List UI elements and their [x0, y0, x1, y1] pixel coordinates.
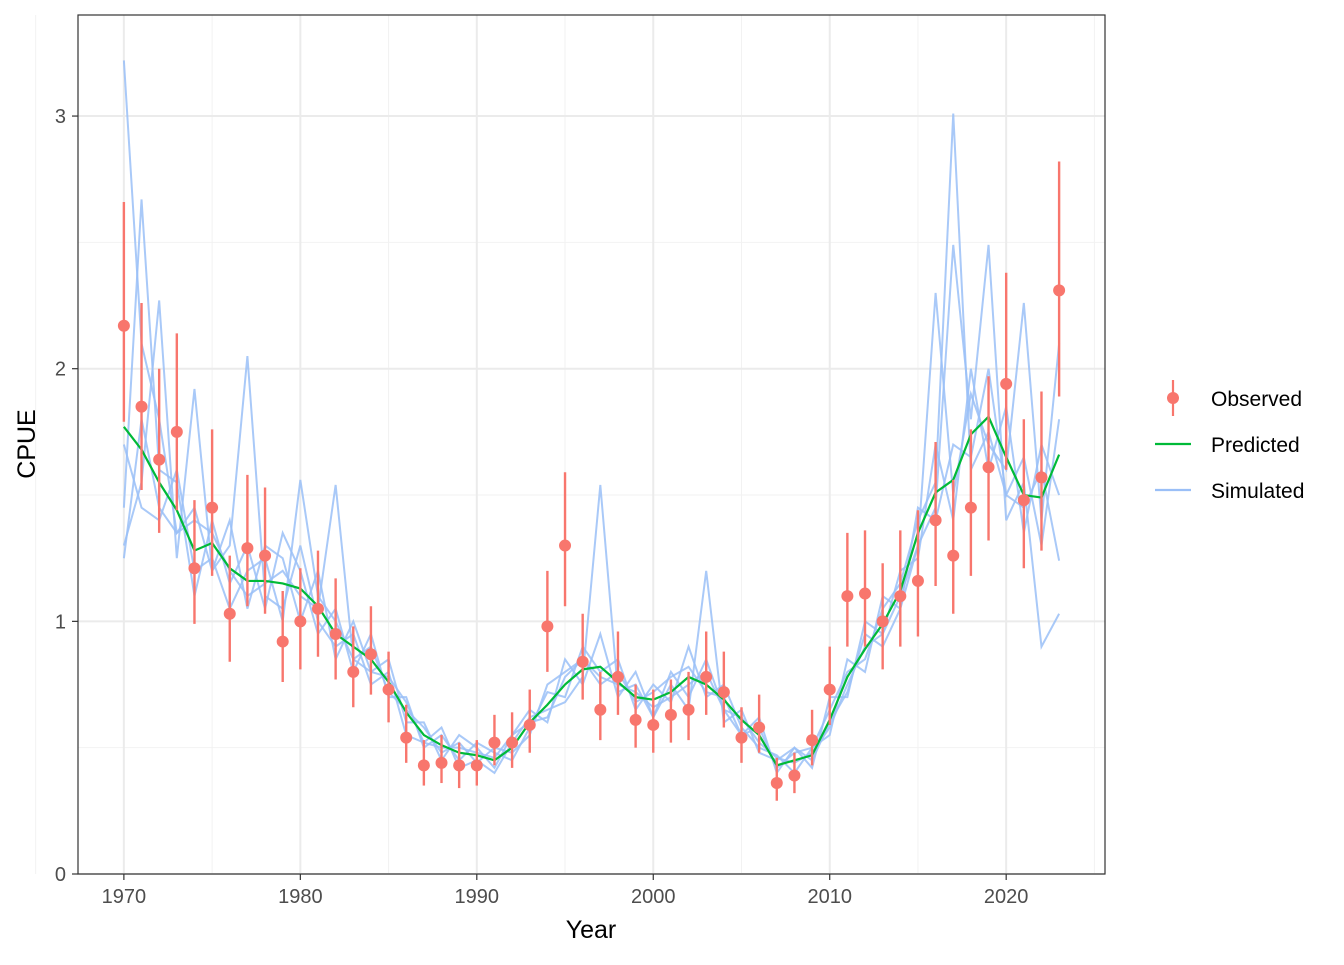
observed-point — [153, 453, 166, 466]
observed-point — [876, 615, 889, 628]
observed-point — [859, 587, 872, 600]
observed-point — [382, 683, 395, 696]
observed-point — [682, 703, 695, 716]
legend-label-simulated: Simulated — [1211, 480, 1304, 503]
observed-point — [241, 542, 254, 555]
observed-point — [1035, 471, 1048, 484]
y-axis-title: CPUE — [13, 409, 41, 478]
observed-point — [523, 718, 536, 731]
observed-point — [364, 648, 377, 661]
x-tick-label: 2020 — [984, 886, 1029, 908]
observed-point — [894, 590, 907, 603]
legend-label-observed: Observed — [1211, 388, 1302, 411]
observed-point — [806, 734, 819, 747]
legend: Observed Predicted Simulated — [1155, 380, 1304, 503]
observed-point — [488, 736, 501, 749]
y-tick-label: 2 — [55, 359, 66, 381]
observed-point — [700, 670, 713, 683]
observed-point — [929, 514, 942, 527]
observed-point — [982, 461, 995, 474]
observed-point — [664, 708, 677, 721]
observed-point — [788, 769, 801, 782]
predicted-line — [123, 414, 1061, 767]
axes: 1970 1980 1990 2000 2010 2020 0 1 2 3 — [55, 106, 1029, 908]
x-tick-label: 1970 — [102, 886, 147, 908]
observed-point — [259, 549, 272, 562]
observed-point — [276, 635, 289, 648]
observed-point — [135, 400, 148, 413]
observed-point — [506, 736, 519, 749]
observed-point — [470, 759, 483, 772]
observed-point — [1053, 284, 1066, 297]
observed-point — [417, 759, 430, 772]
observed-point — [629, 713, 642, 726]
observed-point — [611, 670, 624, 683]
observed-point — [576, 655, 589, 668]
observed-point — [753, 721, 766, 734]
legend-label-predicted: Predicted — [1211, 434, 1300, 457]
observed-point — [400, 731, 413, 744]
y-tick-label: 0 — [55, 864, 66, 886]
observed-point — [594, 703, 607, 716]
observed-point — [435, 756, 448, 769]
x-tick-label: 1980 — [278, 886, 323, 908]
observed-point — [294, 615, 307, 628]
observed-point — [647, 718, 660, 731]
y-tick-label: 3 — [55, 106, 66, 128]
observed-point — [329, 627, 342, 640]
observed-point — [1017, 494, 1030, 507]
legend-observed-key-point — [1167, 392, 1179, 404]
panel-border — [77, 14, 1106, 875]
observed-point — [911, 574, 924, 587]
observed-point — [347, 665, 360, 678]
observed-point — [735, 731, 748, 744]
observed-point — [559, 539, 572, 552]
observed-point — [188, 562, 201, 575]
panel-background — [78, 15, 1105, 874]
y-tick-label: 1 — [55, 611, 66, 633]
observed-point — [717, 686, 730, 699]
observed-point — [541, 620, 554, 633]
observed-point — [311, 602, 324, 615]
x-tick-label: 2000 — [631, 886, 676, 908]
observed-point — [223, 607, 236, 620]
x-tick-label: 2010 — [807, 886, 852, 908]
observed-point — [964, 501, 977, 514]
x-axis-title: Year — [566, 916, 617, 944]
observed-point — [770, 777, 783, 790]
x-tick-label: 1990 — [455, 886, 500, 908]
observed-point — [117, 319, 130, 332]
observed-point — [1000, 377, 1013, 390]
observed-point — [453, 759, 466, 772]
observed-point — [841, 590, 854, 603]
observed-series — [117, 161, 1066, 801]
observed-point — [170, 425, 183, 438]
observed-point — [206, 501, 219, 514]
simulated-line — [122, 113, 1061, 770]
observed-point — [823, 683, 836, 696]
predicted-series — [123, 414, 1061, 767]
observed-point — [947, 549, 960, 562]
